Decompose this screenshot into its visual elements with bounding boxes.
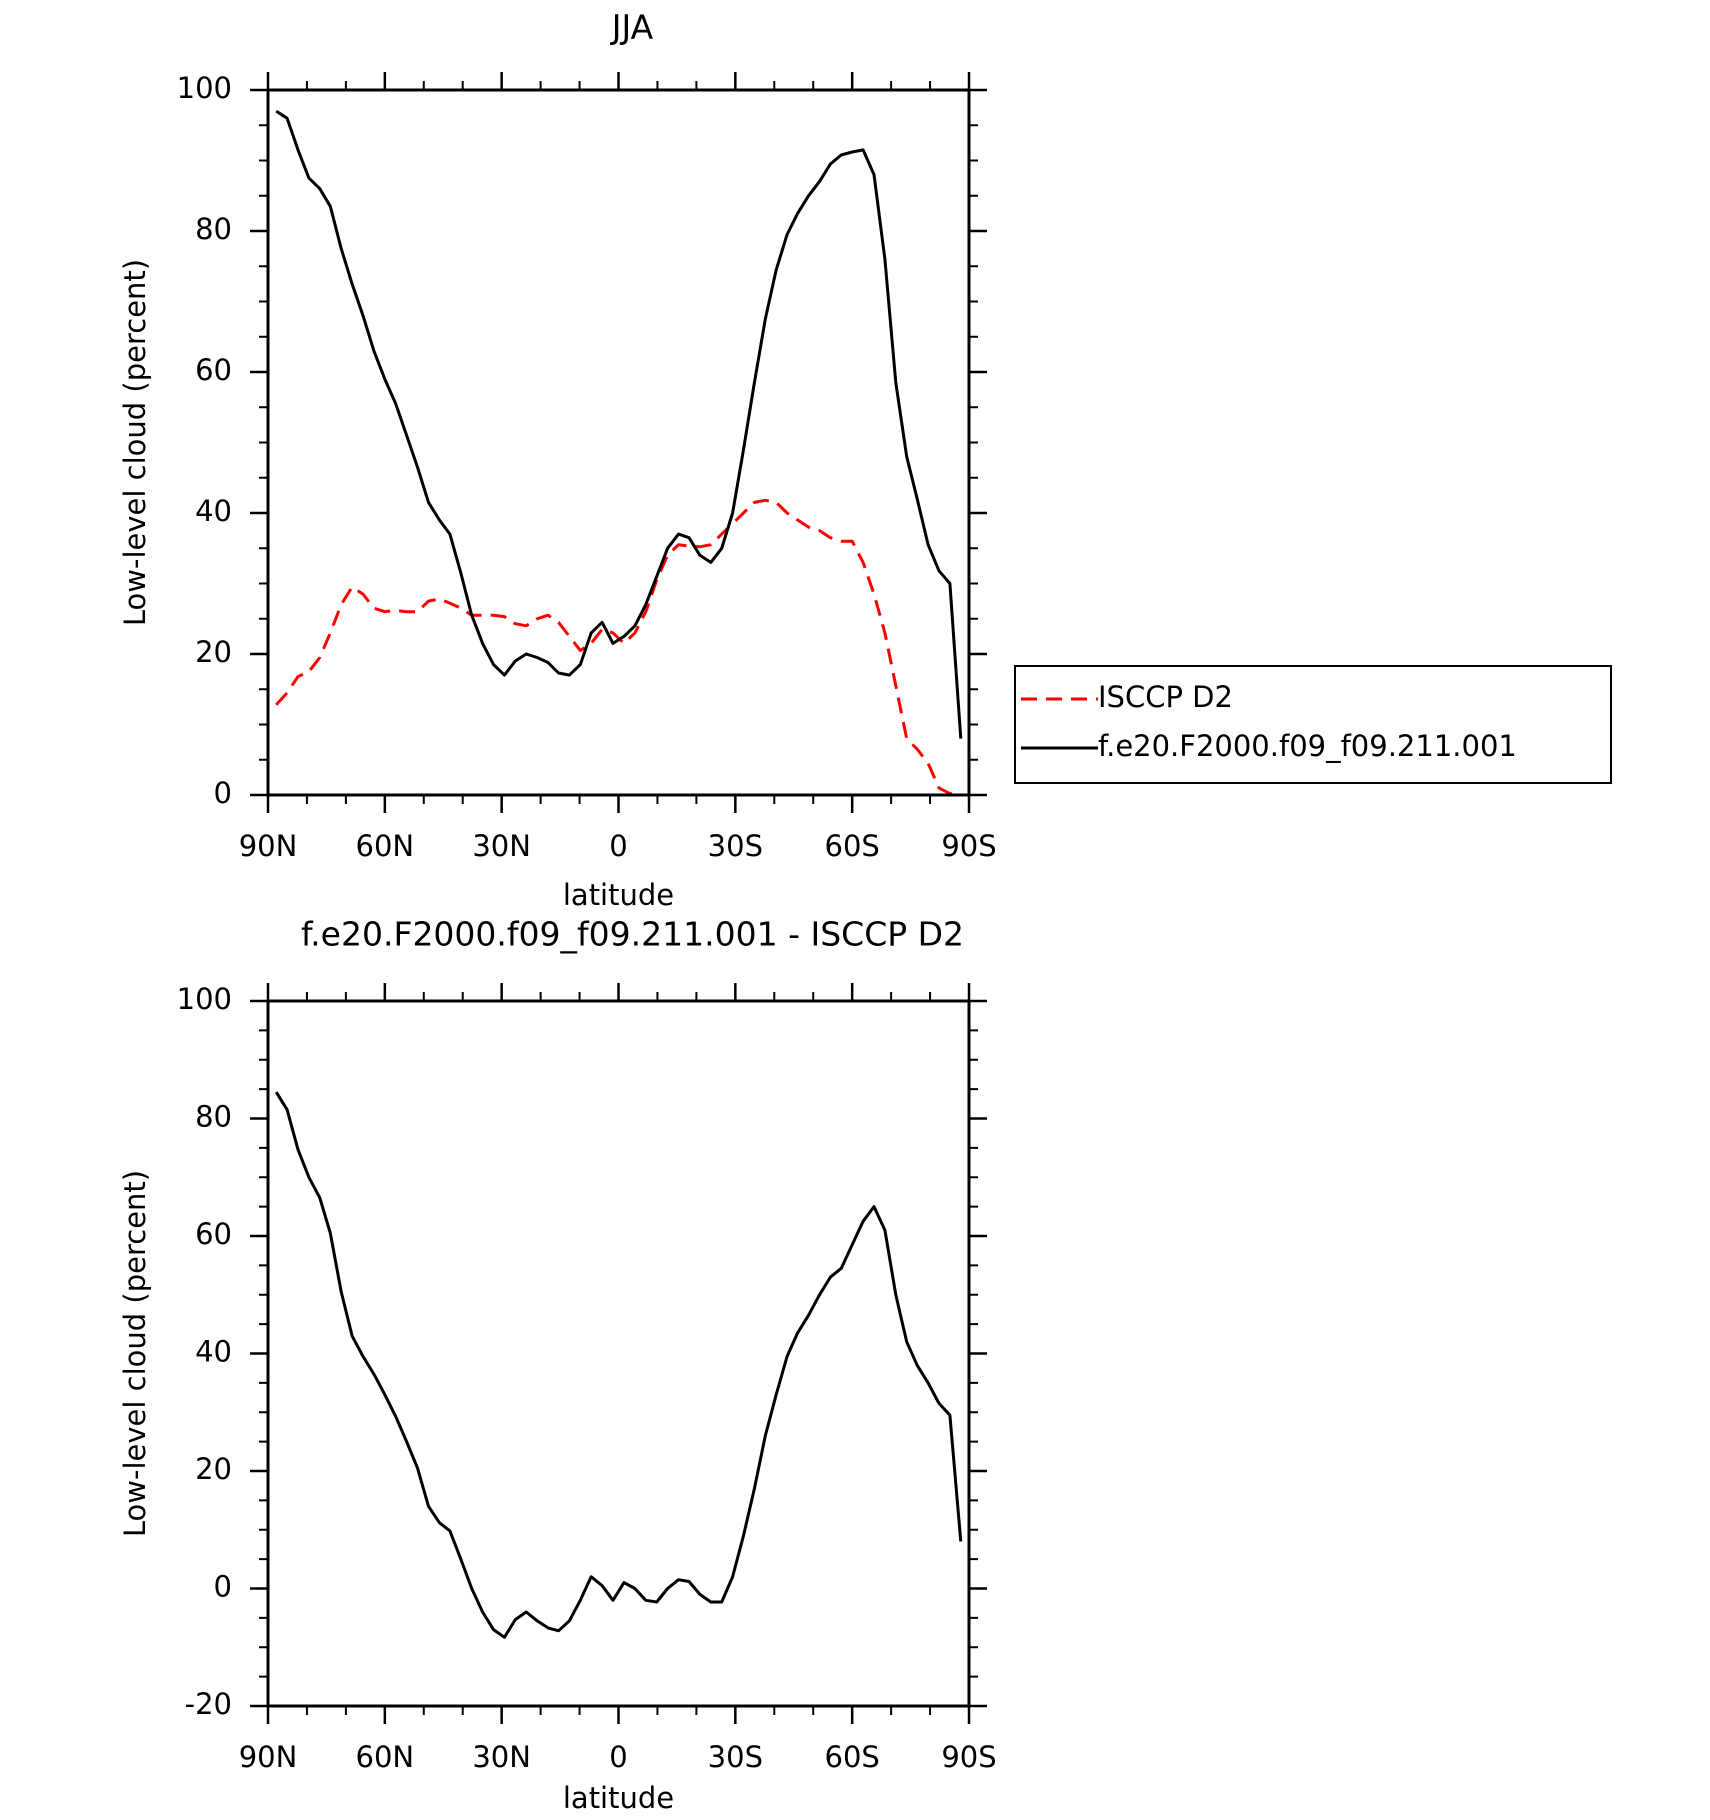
y-tick-label: 60	[195, 1217, 232, 1251]
plot-frame	[266, 88, 971, 797]
x-tick-label: 60N	[356, 829, 415, 863]
y-tick-label: 40	[195, 1335, 232, 1369]
legend-label: ISCCP D2	[1098, 680, 1233, 714]
data-line	[275, 498, 961, 796]
x-tick-label: 60S	[825, 1740, 880, 1774]
x-tick-label: 30S	[708, 1740, 763, 1774]
y-tick-label: 0	[214, 776, 232, 810]
y-tick-label: 20	[195, 635, 232, 669]
x-tick-label: 90N	[239, 1740, 298, 1774]
x-tick-label: 90S	[941, 829, 996, 863]
x-tick-label: 60S	[825, 829, 880, 863]
x-axis-label: latitude	[563, 878, 674, 912]
y-tick-label: 80	[195, 1100, 232, 1134]
x-tick-label: 90N	[239, 829, 298, 863]
data-line	[275, 109, 963, 739]
chart-title: f.e20.F2000.f09_f09.211.001 - ISCCP D2	[301, 915, 964, 954]
data-line	[274, 1091, 963, 1639]
x-tick-label: 30N	[472, 1740, 531, 1774]
y-tick-label: 80	[195, 212, 232, 246]
plot-frame	[266, 999, 971, 1708]
chart-title: JJA	[610, 8, 654, 47]
y-tick-label: 100	[177, 982, 232, 1016]
x-tick-label: 0	[609, 829, 627, 863]
y-tick-label: 100	[177, 71, 232, 105]
legend-box	[1014, 665, 1612, 784]
y-tick-label: 20	[195, 1452, 232, 1486]
y-tick-label: 40	[195, 494, 232, 528]
x-tick-label: 0	[609, 1740, 627, 1774]
x-axis-label: latitude	[563, 1781, 674, 1815]
y-tick-label: 60	[195, 353, 232, 387]
x-tick-label: 30N	[472, 829, 531, 863]
y-tick-label: -20	[185, 1687, 232, 1721]
y-axis-label: Low-level cloud (percent)	[118, 1170, 152, 1537]
y-axis-label: Low-level cloud (percent)	[118, 259, 152, 626]
x-tick-label: 60N	[356, 1740, 415, 1774]
x-tick-label: 30S	[708, 829, 763, 863]
y-tick-label: 0	[214, 1570, 232, 1604]
legend-label: f.e20.F2000.f09_f09.211.001	[1098, 729, 1517, 763]
x-tick-label: 90S	[941, 1740, 996, 1774]
